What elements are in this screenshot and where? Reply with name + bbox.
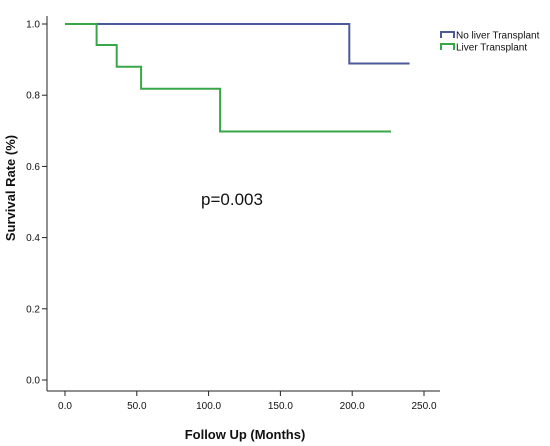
- legend-label: No liver Transplant: [456, 31, 540, 42]
- x-tick-label: 100.0: [196, 401, 221, 412]
- x-tick-label: 0.0: [58, 401, 72, 412]
- y-axis-title: Survival Rate (%): [3, 135, 18, 241]
- series-group: [65, 23, 410, 133]
- x-axis-title: Follow Up (Months): [185, 427, 306, 442]
- axis-titles: Follow Up (Months) Survival Rate (%) p=0…: [3, 135, 305, 442]
- y-tick-label: 1.0: [26, 20, 40, 31]
- x-tick-label: 200.0: [340, 401, 365, 412]
- y-tick-label: 0.6: [26, 162, 40, 173]
- y-tick-label: 0.8: [26, 91, 40, 102]
- legend-swatch: [440, 31, 455, 38]
- y-tick-label: 0.0: [26, 376, 40, 387]
- x-tick-label: 150.0: [268, 401, 293, 412]
- x-tick-label: 250.0: [411, 401, 436, 412]
- y-tick-label: 0.4: [26, 233, 40, 244]
- series-line-no-liver-transplant: [65, 23, 410, 65]
- axes: 0.0 0.2 0.4 0.6 0.8 1.0 0.0 50.0 100.0 150.0 200.0…: [26, 16, 440, 412]
- series-line-liver-transplant: [65, 23, 391, 133]
- x-tick-label: 50.0: [127, 401, 147, 412]
- y-tick-label: 0.2: [26, 304, 40, 315]
- p-value-annotation: p=0.003: [201, 190, 263, 209]
- legend-swatch: [440, 43, 455, 50]
- legend-label: Liver Transplant: [456, 43, 527, 54]
